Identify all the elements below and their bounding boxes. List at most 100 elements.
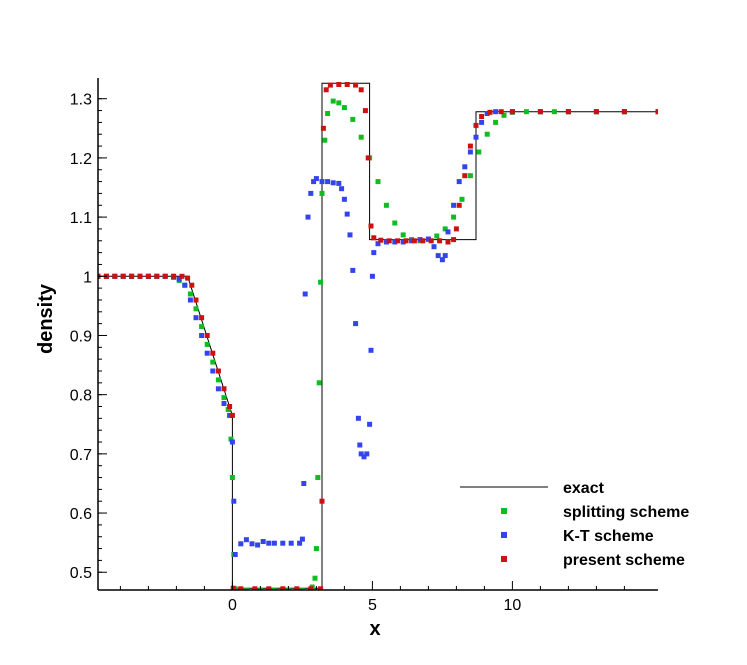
data-point bbox=[347, 232, 353, 238]
data-point bbox=[428, 238, 434, 244]
data-point bbox=[621, 109, 627, 115]
data-point bbox=[266, 586, 272, 590]
data-point bbox=[120, 273, 126, 279]
data-point bbox=[227, 404, 233, 409]
data-point bbox=[313, 546, 319, 552]
data-point bbox=[299, 588, 305, 590]
data-point bbox=[344, 82, 350, 87]
legend-label: present scheme bbox=[563, 552, 685, 569]
data-point bbox=[299, 536, 305, 542]
data-point bbox=[462, 164, 468, 170]
data-point bbox=[271, 540, 277, 546]
data-point bbox=[322, 137, 328, 143]
data-point bbox=[365, 155, 371, 161]
data-point bbox=[215, 377, 221, 383]
data-point bbox=[386, 238, 392, 244]
x-tick-label: 10 bbox=[504, 597, 522, 614]
data-point bbox=[371, 250, 377, 256]
y-tick-label: 1.3 bbox=[70, 92, 92, 109]
data-point bbox=[367, 421, 373, 427]
data-point bbox=[459, 196, 465, 202]
data-point bbox=[325, 179, 331, 185]
data-point bbox=[187, 291, 193, 297]
plot-area bbox=[98, 82, 658, 590]
data-point bbox=[358, 87, 364, 93]
data-point bbox=[400, 239, 406, 245]
data-point bbox=[368, 347, 374, 353]
data-point bbox=[467, 149, 473, 155]
data-point bbox=[280, 586, 286, 590]
series-present-scheme bbox=[98, 82, 658, 590]
data-point bbox=[330, 98, 336, 104]
data-point bbox=[204, 350, 210, 356]
data-point bbox=[341, 196, 347, 202]
data-point bbox=[297, 540, 303, 546]
data-point bbox=[467, 173, 473, 179]
data-point bbox=[315, 475, 321, 480]
data-point bbox=[434, 233, 440, 239]
data-point bbox=[392, 220, 398, 226]
y-tick-label: 1.1 bbox=[70, 210, 92, 227]
data-point bbox=[336, 100, 342, 106]
data-point bbox=[137, 273, 143, 279]
legend: exact splitting scheme K-T scheme present s… bbox=[460, 480, 689, 569]
data-point bbox=[431, 244, 437, 250]
legend-swatch-marker bbox=[501, 532, 507, 538]
data-point bbox=[238, 541, 244, 547]
data-point bbox=[231, 498, 237, 504]
data-point bbox=[336, 180, 342, 186]
data-point bbox=[378, 237, 384, 243]
data-point bbox=[392, 239, 398, 245]
data-point bbox=[302, 291, 308, 297]
data-point bbox=[193, 306, 199, 312]
data-point bbox=[655, 109, 658, 115]
data-point bbox=[493, 119, 499, 125]
data-point bbox=[451, 214, 457, 220]
data-point bbox=[476, 149, 482, 155]
data-point bbox=[383, 202, 389, 208]
data-point bbox=[456, 202, 462, 208]
axes: 0.5 0.6 0.7 0.8 0.9 1 1.1 1.2 1.3 0 5 10 x density bbox=[35, 78, 658, 640]
data-point bbox=[305, 214, 311, 220]
data-point bbox=[229, 439, 235, 445]
legend-entry: K-T scheme bbox=[501, 528, 654, 545]
data-point bbox=[400, 232, 406, 238]
data-point bbox=[341, 105, 347, 111]
data-point bbox=[336, 82, 342, 87]
data-point bbox=[375, 241, 381, 247]
data-point bbox=[451, 202, 457, 208]
data-point bbox=[327, 82, 333, 88]
data-point bbox=[501, 112, 507, 118]
data-point bbox=[437, 238, 443, 244]
data-point bbox=[361, 454, 367, 460]
data-point bbox=[493, 109, 499, 115]
data-point bbox=[318, 279, 324, 285]
data-point bbox=[357, 442, 363, 448]
data-point bbox=[445, 229, 451, 235]
data-point bbox=[193, 297, 199, 303]
data-point bbox=[266, 540, 272, 546]
y-tick-label: 0.8 bbox=[70, 388, 92, 405]
data-point bbox=[383, 239, 389, 245]
legend-swatch-marker bbox=[501, 556, 507, 562]
data-point bbox=[445, 239, 451, 245]
data-point bbox=[129, 273, 135, 279]
data-point bbox=[409, 238, 415, 244]
data-point bbox=[232, 552, 238, 557]
data-point bbox=[301, 481, 307, 486]
data-point bbox=[228, 436, 234, 442]
legend-entry: splitting scheme bbox=[501, 504, 689, 521]
data-point bbox=[362, 108, 368, 114]
y-tick-label: 0.7 bbox=[70, 447, 92, 464]
data-point bbox=[358, 134, 364, 140]
data-point bbox=[484, 131, 490, 137]
data-point bbox=[453, 226, 459, 232]
data-point bbox=[171, 273, 177, 279]
data-point bbox=[498, 109, 504, 115]
legend-swatch-marker bbox=[501, 508, 507, 514]
data-point bbox=[319, 190, 325, 196]
data-point bbox=[487, 109, 493, 115]
data-point bbox=[221, 401, 227, 406]
data-point bbox=[199, 333, 205, 338]
data-point bbox=[435, 253, 441, 259]
